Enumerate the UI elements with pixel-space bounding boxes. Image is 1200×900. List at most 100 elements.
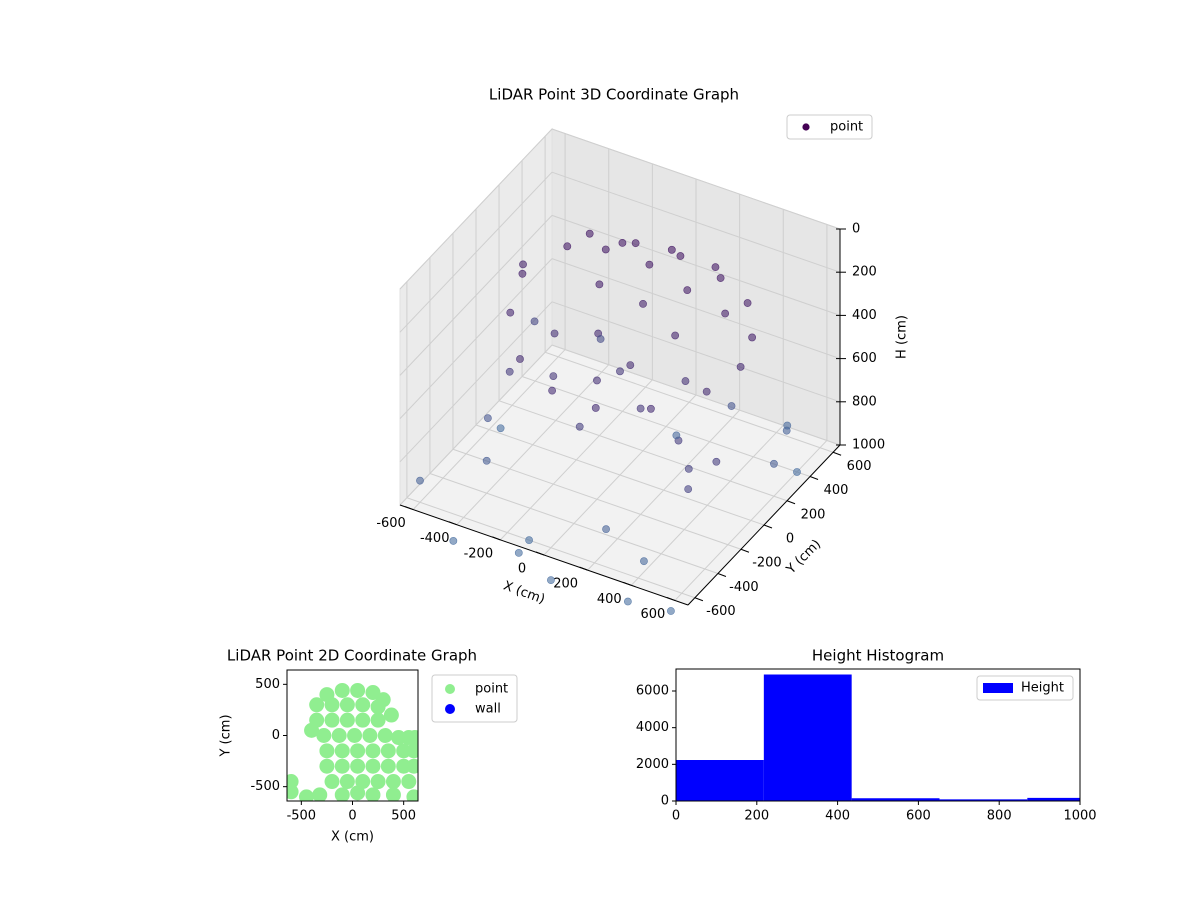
y-tick-label: -600 (706, 604, 736, 619)
bar (763, 674, 852, 801)
point (727, 402, 736, 410)
point (783, 421, 792, 430)
grid-line (399, 171, 553, 333)
point (449, 537, 458, 545)
grid-line (551, 128, 841, 230)
point (370, 699, 386, 715)
point (347, 728, 363, 743)
plot-3d: -600 -400 -200 0 200 400 600 -600 -400 -200 0 200 40… (376, 127, 910, 622)
point (736, 362, 745, 371)
x-axis-label: X (cm) (501, 579, 547, 608)
point (350, 785, 366, 801)
y-tick-label: -200 (752, 556, 782, 571)
point (593, 376, 601, 385)
point (316, 728, 332, 743)
z-tick-label: 1000 (852, 438, 885, 453)
point (319, 758, 335, 774)
point (365, 758, 381, 774)
point (667, 245, 676, 254)
tick-mark (809, 476, 819, 480)
point (324, 712, 340, 728)
x-tick-label: 600 (906, 809, 931, 824)
y-tick-label: 4000 (636, 720, 669, 735)
x-tick-label: 0 (518, 562, 526, 577)
y-axis-label: Y (cm) (219, 714, 234, 757)
point (355, 774, 371, 790)
point (385, 774, 401, 790)
z-tick-label: 200 (852, 265, 877, 280)
z-tick-label: 0 (852, 222, 860, 237)
point (748, 333, 757, 342)
grid-line (399, 301, 553, 463)
chart-title: LiDAR Point 3D Coordinate Graph (489, 86, 739, 104)
chart-title: Height Histogram (812, 647, 944, 665)
point (309, 697, 325, 713)
legend-marker (445, 684, 455, 694)
grid-line (399, 128, 553, 290)
point (287, 774, 299, 790)
point (506, 308, 515, 317)
point (631, 239, 640, 248)
point (530, 317, 539, 326)
tick-mark (694, 597, 704, 602)
x-tick-label: 400 (597, 592, 622, 607)
point (616, 367, 624, 376)
x-axis-line (399, 504, 689, 606)
grid-line (551, 344, 841, 446)
point (334, 787, 350, 801)
point (407, 730, 418, 746)
x-tick-label: 0 (348, 809, 356, 824)
x-tick-label: 0 (672, 809, 680, 824)
chart-title: LiDAR Point 2D Coordinate Graph (227, 647, 477, 665)
legend-label: point (475, 682, 508, 697)
point (640, 557, 648, 566)
point (380, 743, 396, 759)
legend-box (431, 674, 518, 723)
tick-mark (786, 500, 796, 505)
point (793, 468, 801, 476)
x-tick-label: 600 (640, 607, 665, 622)
point (525, 536, 533, 545)
point (770, 459, 778, 468)
point (355, 697, 371, 713)
y-tick-label: 600 (847, 459, 872, 474)
point (339, 712, 355, 728)
grid-line (475, 424, 765, 526)
y-tick-label: 200 (801, 507, 826, 522)
x-tick-label: -500 (287, 809, 317, 824)
z-tick-label: 400 (852, 308, 877, 323)
grid-line (429, 473, 719, 574)
point (647, 404, 655, 413)
point (716, 274, 725, 282)
tick-mark (763, 524, 773, 529)
y-tick-label: 6000 (636, 684, 669, 699)
y-tick-label: 400 (824, 483, 849, 498)
point (355, 712, 371, 728)
grid-line (406, 497, 696, 599)
legend-marker (983, 683, 1013, 693)
point (602, 525, 610, 534)
y-tick-label: -400 (729, 580, 759, 595)
point (505, 367, 514, 376)
point (548, 386, 557, 395)
plot-2d: point wall -500 0 500 -500 0 500 X (cm) Y (cm) (219, 669, 518, 845)
tick-mark (832, 451, 842, 456)
point (585, 229, 594, 238)
y-tick-label: 500 (255, 677, 280, 692)
point (563, 242, 572, 251)
legend-label: Height (1021, 681, 1064, 696)
tick-mark (740, 548, 750, 553)
point (672, 431, 681, 440)
x-tick-label: 200 (744, 809, 769, 824)
point (304, 722, 320, 738)
z-tick-label: 600 (852, 351, 877, 366)
point (406, 789, 418, 801)
x-tick-label: -200 (464, 546, 494, 561)
point (365, 787, 381, 801)
point (350, 682, 366, 698)
point (298, 789, 314, 801)
y-tick-label: 0 (661, 794, 669, 809)
point (595, 280, 604, 289)
grid-line (399, 344, 553, 506)
grid-line (551, 214, 841, 316)
